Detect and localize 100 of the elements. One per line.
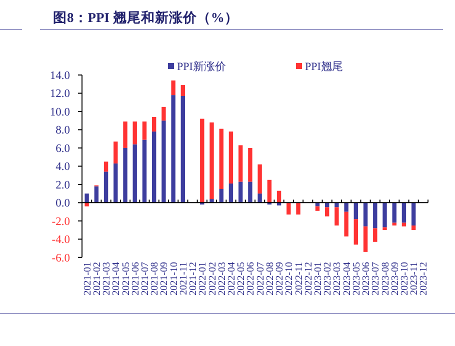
x-tick-label: 2022-12	[303, 262, 314, 296]
x-tick-label: 2023-05	[351, 262, 362, 296]
bar	[219, 128, 224, 189]
bar	[123, 122, 128, 148]
bar	[94, 186, 99, 203]
bar	[114, 163, 118, 203]
bar	[258, 164, 262, 194]
x-tick-label: 2023-04	[342, 262, 353, 296]
y-tick-label: 2.0	[56, 179, 70, 192]
bar	[296, 202, 300, 215]
bar	[228, 132, 234, 184]
bar	[344, 202, 348, 212]
bar	[162, 120, 166, 203]
bar	[411, 202, 416, 226]
bar	[315, 206, 320, 211]
x-tick-label: 2023-12	[418, 262, 430, 296]
x-tick-label: 2021-05	[120, 262, 132, 296]
bar	[373, 202, 378, 228]
y-tick-label: 8.0	[56, 124, 70, 137]
bar	[402, 202, 406, 223]
bar	[238, 145, 243, 182]
bar	[84, 202, 89, 206]
y-tick-label: 6.0	[56, 142, 70, 155]
bar	[248, 182, 252, 203]
bar	[200, 118, 204, 203]
bar	[354, 202, 358, 220]
x-tick-label: 2021-09	[159, 262, 170, 296]
bar	[392, 222, 396, 226]
bar	[114, 142, 118, 164]
bar	[402, 222, 406, 226]
bar	[324, 207, 330, 216]
x-tick-label: 2021-03	[102, 262, 113, 296]
x-tick-label: 2021-04	[111, 262, 122, 296]
bar	[373, 228, 378, 242]
bar	[142, 140, 147, 203]
bar	[286, 202, 291, 215]
bar	[382, 202, 387, 228]
x-tick-label: 2021-08	[150, 262, 161, 296]
chart-title: 图8：PPI 翘尾和新涨价（%）	[53, 9, 238, 25]
x-tick-label: 2023-11	[409, 262, 420, 295]
y-tick-label: 0.0	[56, 198, 70, 210]
x-tick-label: 2023-03	[332, 262, 344, 296]
bar	[315, 202, 320, 206]
bar	[258, 194, 262, 203]
x-tick-label: 2022-11	[294, 262, 305, 295]
bar	[334, 202, 339, 208]
bar	[132, 122, 137, 144]
bar	[152, 116, 156, 132]
x-tick-label: 2022-08	[264, 262, 276, 296]
x-tick-label: 2021-01	[82, 262, 94, 296]
bar	[162, 106, 166, 121]
bar	[104, 162, 108, 172]
x-tick-label: 2022-02	[207, 262, 218, 296]
x-tick-label: 2021-06	[130, 262, 142, 296]
bar	[180, 85, 186, 96]
bar	[142, 122, 147, 140]
x-tick-label: 2022-01	[198, 262, 209, 296]
x-tick-label: 2021-12	[188, 262, 200, 296]
x-tick-label: 2022-05	[236, 262, 248, 296]
x-tick-label: 2022-09	[274, 262, 286, 296]
y-tick-label: 4.0	[56, 161, 70, 174]
bar	[123, 148, 128, 203]
x-tick-label: 2021-02	[92, 262, 103, 296]
bar	[84, 194, 89, 203]
bar	[171, 95, 176, 203]
legend-label: PPI新涨价	[177, 60, 226, 73]
y-tick-label: -4.0	[52, 234, 70, 246]
bar	[354, 219, 358, 245]
bar	[210, 122, 214, 200]
bar	[228, 184, 234, 203]
x-tick-label: 2023-10	[399, 262, 410, 296]
legend-label: PPI翘尾	[305, 60, 343, 73]
y-tick-label: 14.0	[50, 70, 70, 82]
bar	[334, 207, 339, 226]
x-tick-label: 2021-11	[178, 262, 190, 295]
bar	[171, 80, 176, 96]
x-tick-label: 2023-02	[322, 262, 334, 296]
bar	[411, 225, 416, 230]
bar	[267, 180, 272, 203]
bar	[392, 202, 396, 223]
bar	[152, 132, 156, 203]
y-tick-label: 10.0	[50, 106, 70, 118]
x-tick-label: 2023-07	[370, 262, 382, 296]
x-tick-label: 2022-07	[255, 262, 266, 296]
bar	[248, 148, 252, 182]
bar	[382, 227, 387, 230]
x-tick-label: 2022-06	[246, 262, 257, 296]
x-tick-label: 2021-07	[140, 262, 151, 296]
x-tick-label: 2023-06	[361, 262, 372, 296]
x-tick-label: 2022-04	[226, 262, 238, 296]
bar	[363, 226, 368, 252]
y-tick-label: 12.0	[50, 88, 70, 100]
bar	[180, 96, 186, 203]
bar	[344, 212, 348, 236]
bar	[363, 202, 368, 226]
y-tick-label: -6.0	[52, 252, 70, 264]
x-tick-label: 2023-08	[380, 262, 392, 296]
bar	[104, 172, 108, 203]
x-tick-label: 2021-10	[168, 262, 180, 296]
bar	[219, 189, 224, 203]
